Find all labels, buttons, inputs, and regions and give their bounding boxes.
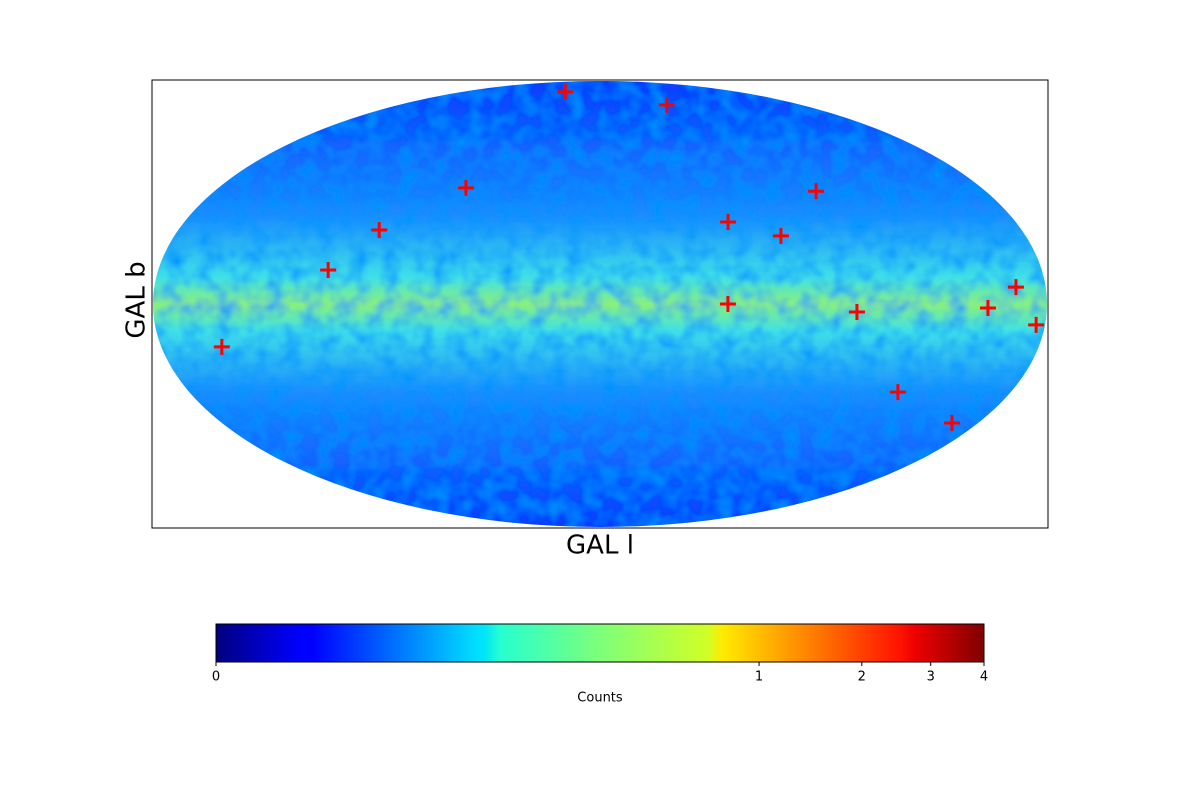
y-axis-label: GAL b — [122, 261, 152, 338]
source-marker — [720, 213, 737, 230]
source-marker — [320, 261, 337, 278]
source-marker — [557, 83, 574, 100]
colorbar-label: Counts — [577, 691, 623, 706]
source-marker — [848, 303, 865, 320]
x-axis-label: GAL l — [566, 531, 634, 561]
colorbar — [215, 623, 985, 663]
source-marker — [719, 296, 736, 312]
colorbar-tick-label: 4 — [980, 670, 988, 685]
source-marker — [979, 299, 996, 316]
source-marker — [1007, 279, 1024, 296]
source-marker — [808, 183, 825, 200]
colorbar-tick-label: 1 — [755, 670, 763, 685]
source-marker — [213, 338, 230, 355]
colorbar-tick-label: 3 — [927, 670, 935, 685]
source-marker — [457, 179, 474, 196]
source-marker — [371, 221, 388, 238]
colorbar-tick-label: 2 — [858, 670, 866, 685]
source-marker — [889, 384, 906, 401]
colorbar-tick-label: 0 — [212, 670, 220, 685]
source-marker — [658, 96, 675, 113]
source-marker — [944, 414, 961, 431]
source-marker — [1028, 316, 1045, 333]
sky-map — [153, 81, 1047, 527]
source-marker — [772, 227, 789, 244]
